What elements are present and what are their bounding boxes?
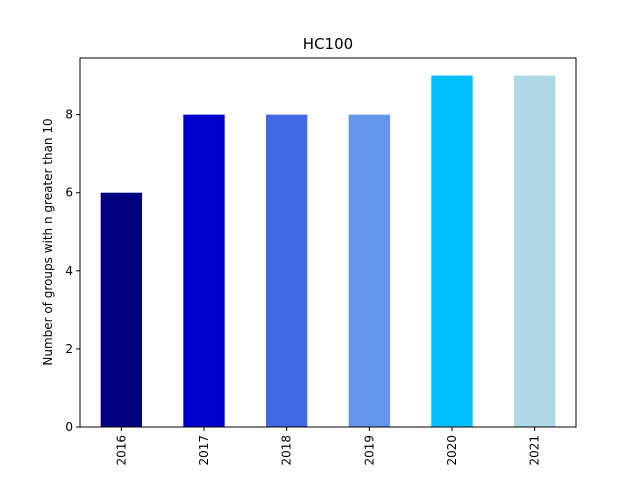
- bar-2021: [514, 75, 556, 428]
- bar-2016: [100, 192, 142, 427]
- bar-2017: [183, 114, 225, 427]
- y-tick-label-8: 8: [65, 108, 73, 122]
- y-tick-label-2: 2: [65, 342, 73, 356]
- plot-frame: [79, 57, 577, 428]
- y-tick-label-6: 6: [65, 186, 73, 200]
- x-tick-label-2016: 2016: [114, 435, 128, 466]
- bar-2020: [431, 75, 473, 428]
- bar-2018: [266, 114, 308, 427]
- bars-group: [100, 75, 556, 428]
- bar-2019: [348, 114, 390, 427]
- y-axis-label: Number of groups with n greater than 10: [41, 118, 55, 365]
- x-tick-label-2018: 2018: [280, 435, 294, 466]
- x-tick-label-2021: 2021: [528, 435, 542, 466]
- x-tick-label-2019: 2019: [362, 435, 376, 466]
- x-axis: 2016 2017 2018 2019 2020 2021: [114, 427, 542, 466]
- y-tick-label-0: 0: [65, 420, 73, 434]
- x-tick-label-2020: 2020: [445, 435, 459, 466]
- x-tick-label-2017: 2017: [197, 435, 211, 466]
- y-tick-label-4: 4: [65, 264, 73, 278]
- chart-title: HC100: [303, 35, 353, 53]
- y-axis: 0 2 4 6 8: [65, 108, 80, 434]
